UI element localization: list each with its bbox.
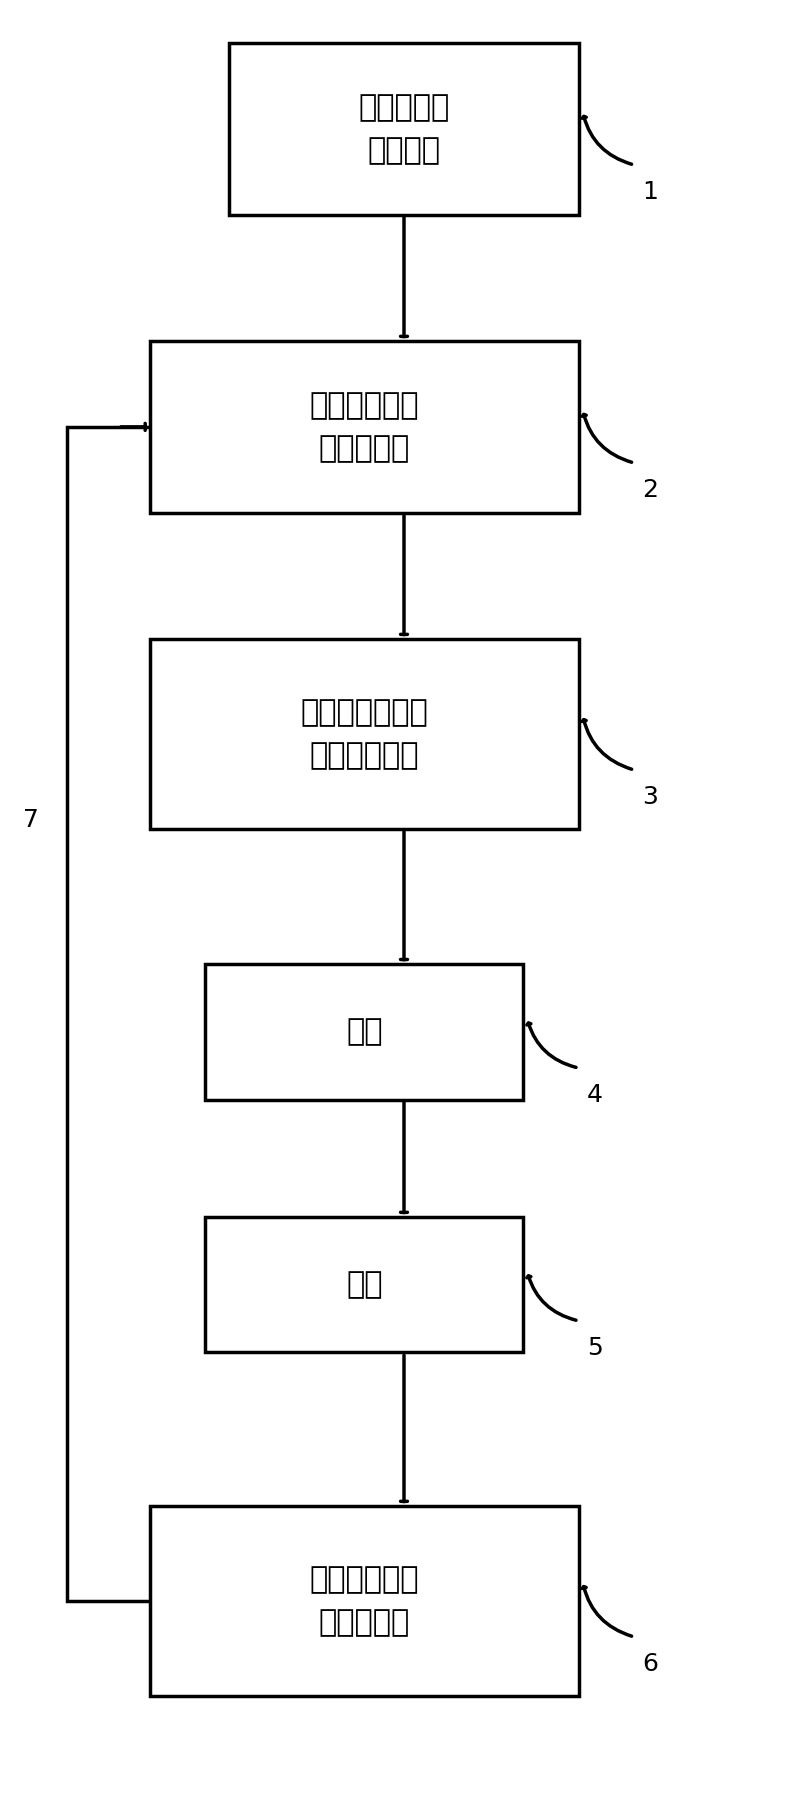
FancyBboxPatch shape	[229, 44, 579, 215]
Text: 5: 5	[587, 1336, 603, 1360]
FancyBboxPatch shape	[150, 639, 579, 828]
FancyBboxPatch shape	[150, 340, 579, 513]
Text: 2: 2	[642, 479, 659, 502]
Text: 1: 1	[642, 180, 658, 204]
Text: 4: 4	[587, 1083, 603, 1107]
Text: 模具的压印面
与基材接触: 模具的压印面 与基材接触	[309, 391, 419, 462]
Text: 7: 7	[23, 808, 39, 832]
Text: 压印: 压印	[346, 1017, 382, 1046]
FancyBboxPatch shape	[150, 1505, 579, 1696]
Text: 3: 3	[642, 784, 658, 810]
Text: 脱模: 脱模	[346, 1270, 382, 1299]
FancyBboxPatch shape	[205, 965, 523, 1099]
Text: 基材运行至下
一加工工位: 基材运行至下 一加工工位	[309, 1565, 419, 1636]
FancyBboxPatch shape	[205, 1218, 523, 1352]
Text: 基材运行至
加工工位: 基材运行至 加工工位	[359, 93, 449, 166]
Text: 激光对模具压印
面照射并加热: 激光对模具压印 面照射并加热	[301, 699, 428, 770]
Text: 6: 6	[642, 1653, 659, 1676]
